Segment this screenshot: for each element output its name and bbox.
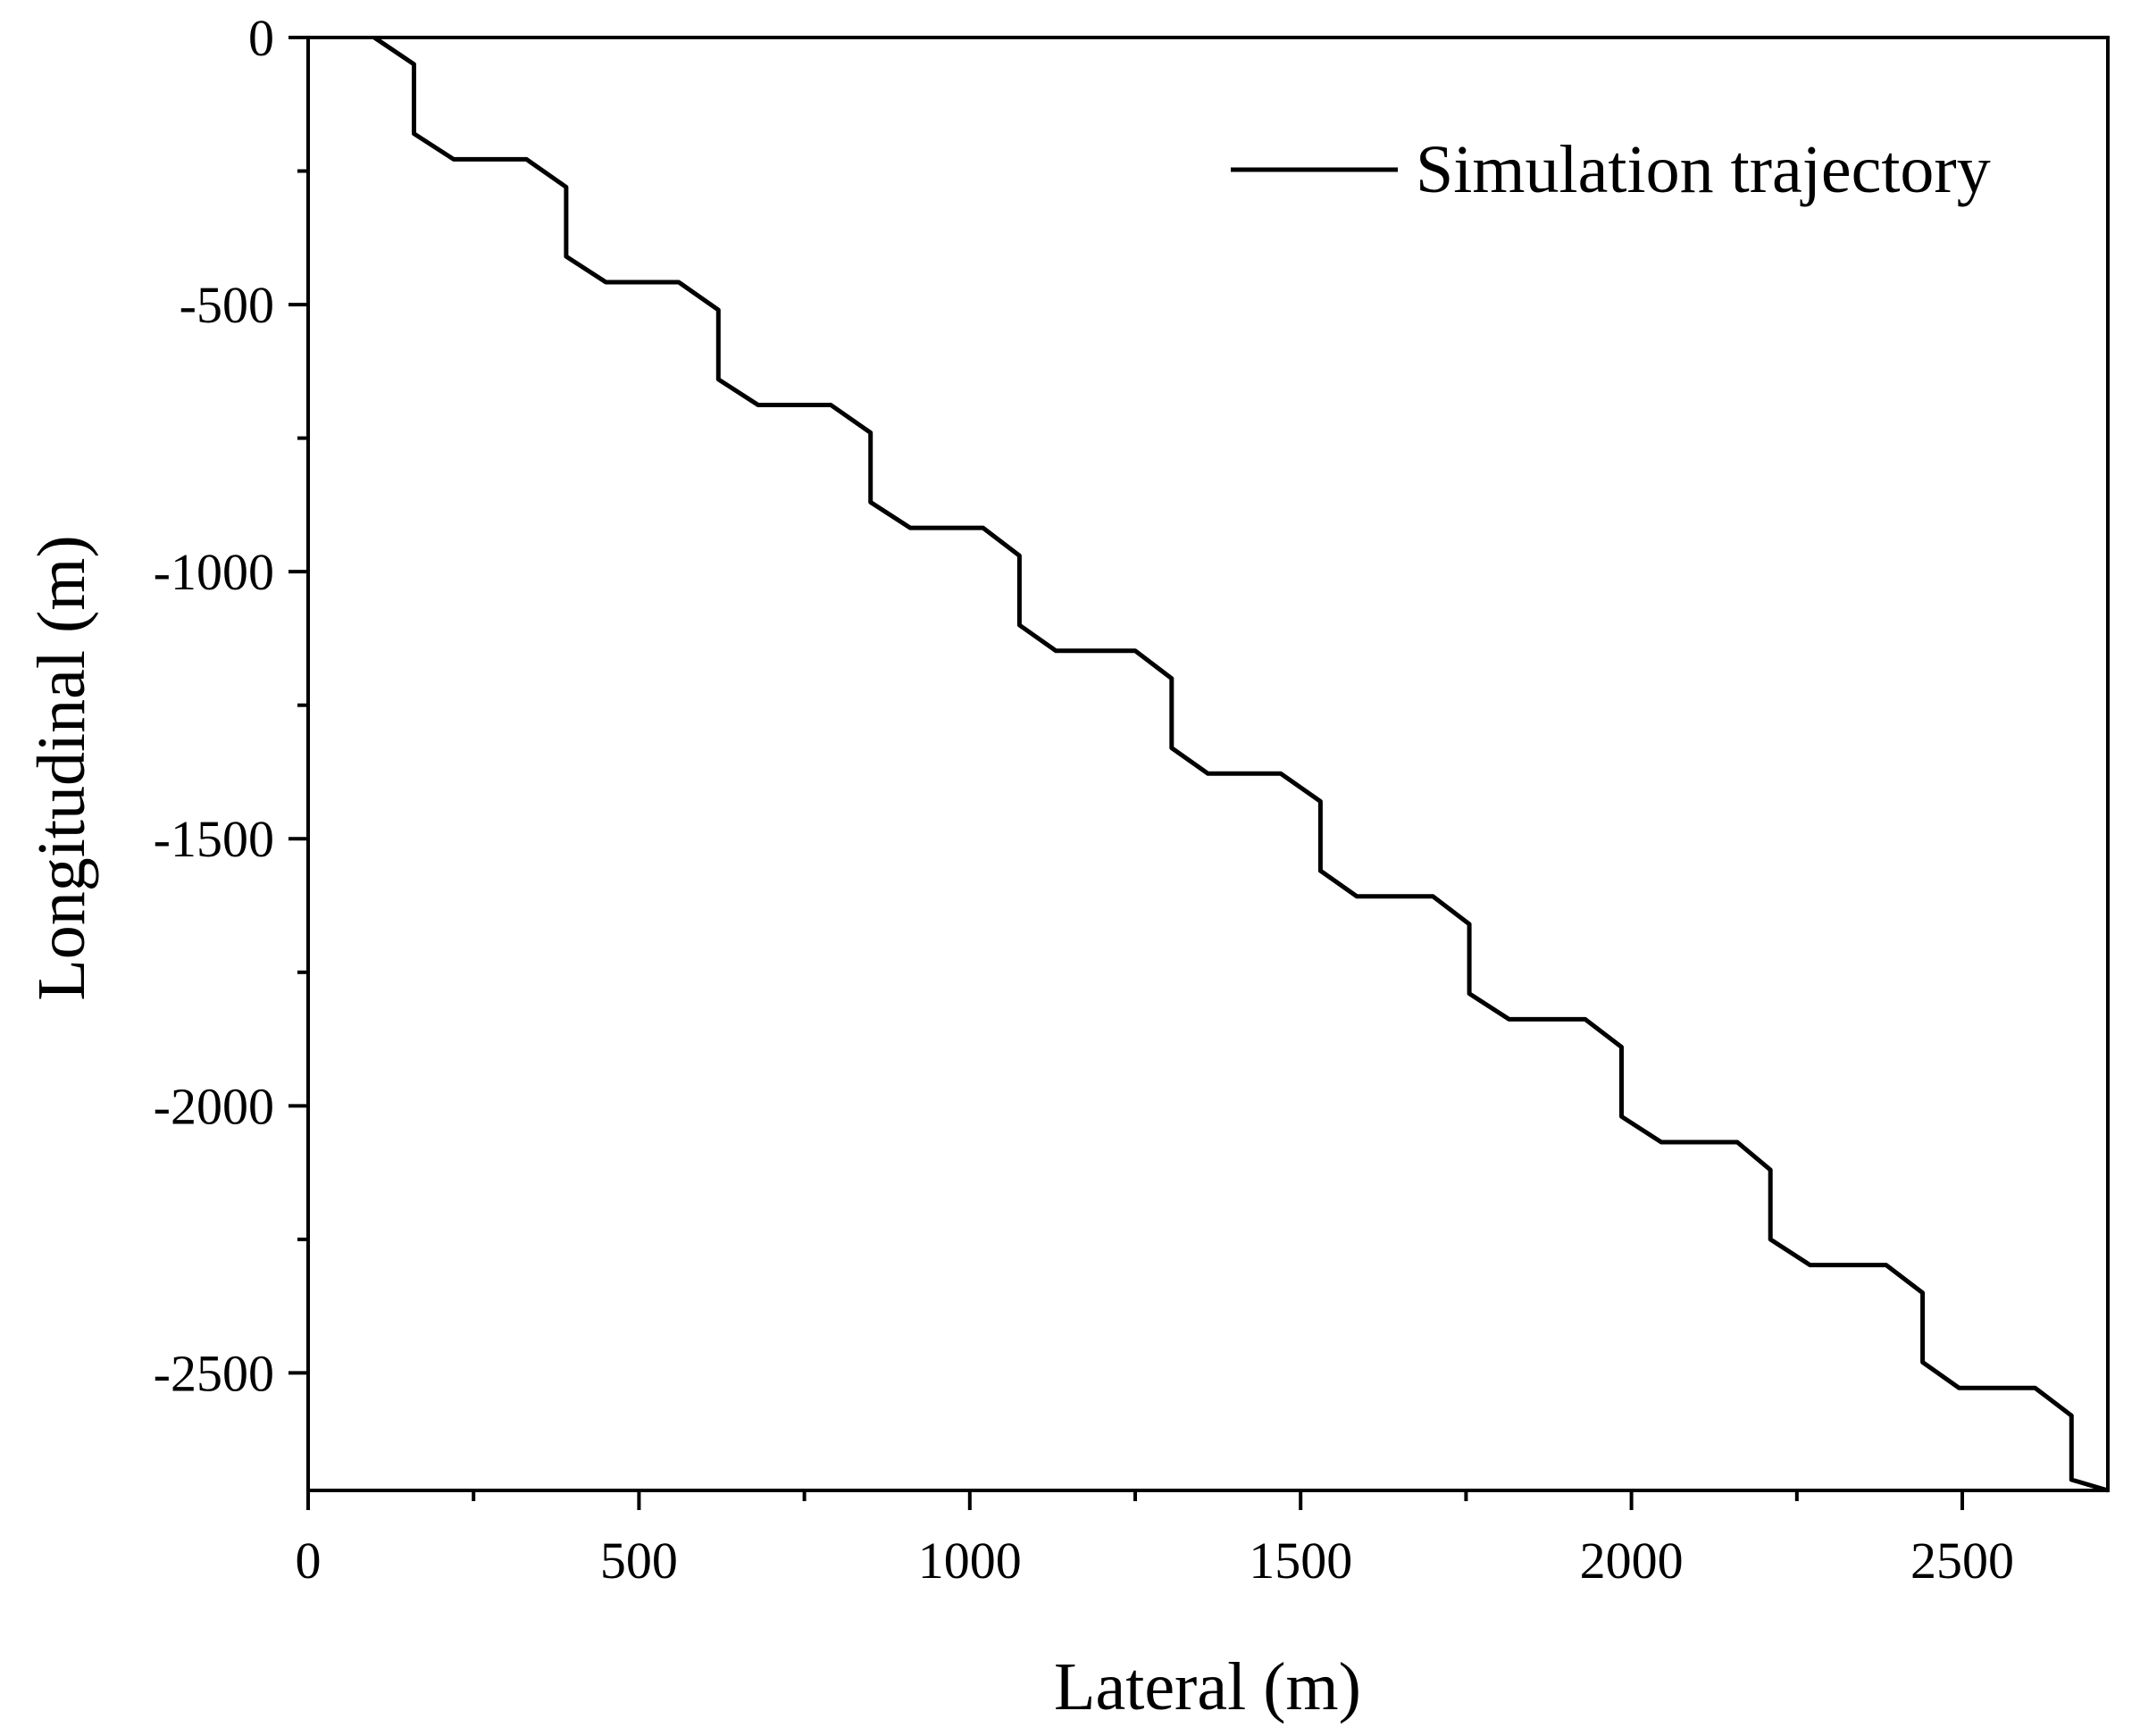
x-tick-label-1500: 1500 xyxy=(1249,1532,1352,1590)
x-tick-label-500: 500 xyxy=(600,1532,678,1590)
y-tick-label--2500: -2500 xyxy=(154,1344,274,1402)
series-line-simulation-trajectory xyxy=(372,35,2109,1493)
y-tick-label--500: -500 xyxy=(180,276,274,334)
x-axis-ticks xyxy=(306,1490,1965,1510)
y-tick-label--1500: -1500 xyxy=(154,810,274,868)
y-axis-tick-labels: 0 -500 -1000 -1500 -2000 -2500 xyxy=(154,9,274,1402)
x-axis-tick-labels: 0 500 1000 1500 2000 2500 xyxy=(296,1532,2015,1590)
y-tick-label--1000: -1000 xyxy=(154,543,274,601)
y-tick-label-0: 0 xyxy=(248,9,274,67)
x-tick-label-0: 0 xyxy=(296,1532,322,1590)
legend-label-simulation-trajectory: Simulation trajectory xyxy=(1416,132,1991,207)
x-axis-title: Lateral (m) xyxy=(1054,1649,1361,1724)
plot-frame xyxy=(306,36,2110,1492)
x-tick-label-1000: 1000 xyxy=(918,1532,1022,1590)
x-tick-label-2000: 2000 xyxy=(1580,1532,1684,1590)
legend: Simulation trajectory xyxy=(1231,132,1991,207)
y-axis-ticks xyxy=(288,36,308,1375)
x-tick-label-2500: 2500 xyxy=(1910,1532,2014,1590)
y-tick-label--2000: -2000 xyxy=(154,1077,274,1135)
y-axis-title: Longitudinal (m) xyxy=(24,535,99,1000)
